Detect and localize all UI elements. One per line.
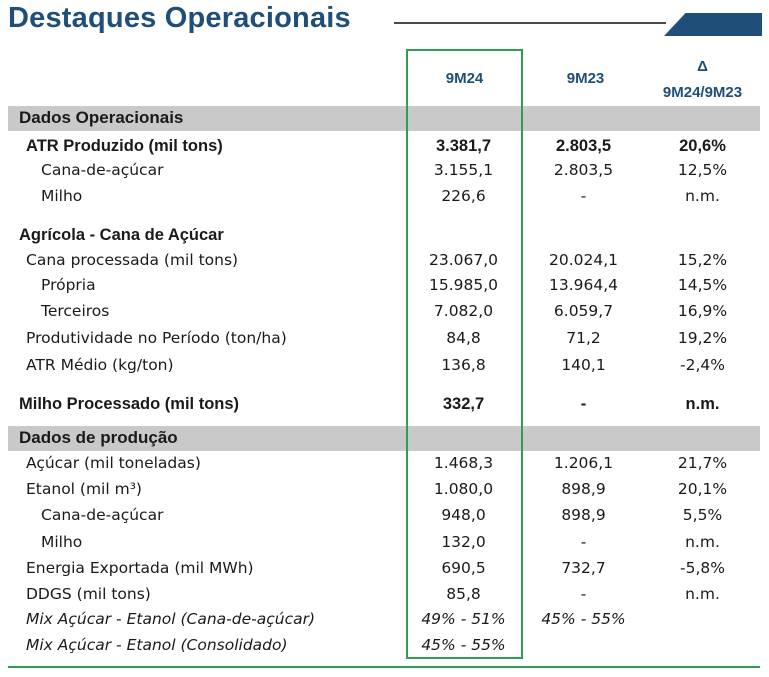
value-9m24: 136,8 [441,356,486,374]
value-9m23: - [580,533,587,551]
table-row: Milho Processado (mil tons) 332,7 - n.m. [8,393,760,417]
value-9m23: 898,9 [561,480,606,498]
value-9m24: 84,8 [446,329,481,347]
table-row: Mix Açúcar - Etanol (Cana-de-açúcar) 49%… [8,608,760,632]
value-delta: 16,9% [677,302,728,320]
table-row: Energia Exportada (mil MWh) 690,5 732,7 … [8,557,760,581]
row-label: Mix Açúcar - Etanol (Cana-de-açúcar) [26,610,316,628]
value-delta: 12,5% [677,161,728,179]
title-accent-tab [664,13,762,36]
value-delta: 5,5% [682,506,723,524]
value-9m24: 49% - 51% [421,610,506,628]
highlight-column-9m24 [406,49,523,659]
row-label: Terceiros [41,302,110,320]
column-header-9m24: 9M24 [445,70,484,87]
value-9m24: 1.080,0 [433,480,494,498]
row-label: Etanol (mil m³) [26,480,142,498]
value-9m23: 140,1 [561,356,606,374]
value-delta: n.m. [685,395,720,413]
row-label: Milho [41,533,83,551]
value-9m23: 45% - 55% [541,610,626,628]
value-9m24: 7.082,0 [433,302,494,320]
row-label: Cana processada (mil tons) [26,251,239,269]
row-label: Açúcar (mil toneladas) [26,454,201,472]
table-row: Mix Açúcar - Etanol (Consolidado) 45% - … [8,634,760,658]
value-delta: n.m. [685,187,720,205]
value-delta: -5,8% [680,559,725,577]
row-label: ATR Médio (kg/ton) [26,356,174,374]
value-9m24: 332,7 [442,395,485,413]
table-row: Cana-de-açúcar 948,0 898,9 5,5% [8,504,760,528]
table-row: Cana-de-açúcar 3.155,1 2.803,5 12,5% [8,159,760,183]
bottom-divider [8,666,760,668]
row-label: Cana-de-açúcar [41,506,164,524]
value-9m24: 690,5 [441,559,486,577]
value-9m23: 1.206,1 [553,454,614,472]
table-row: Produtividade no Período (ton/ha) 84,8 7… [8,327,760,351]
value-delta: 20,6% [679,137,726,155]
section-title: Dados de produção [19,428,178,447]
column-header-9m23: 9M23 [566,70,605,87]
table-row: ATR Médio (kg/ton) 136,8 140,1 -2,4% [8,354,760,378]
value-delta: 19,2% [677,329,728,347]
table-row: DDGS (mil tons) 85,8 - n.m. [8,583,760,607]
table-row: Agrícola - Cana de Açúcar [8,224,760,248]
page-title: Destaques Operacionais [8,2,351,34]
row-label: DDGS (mil tons) [26,585,151,603]
value-delta: 20,1% [677,480,728,498]
column-header-delta-label: 9M24/9M23 [662,84,743,101]
row-label: Própria [41,276,96,294]
section-title: Dados Operacionais [19,108,184,127]
value-9m24: 85,8 [446,585,481,603]
table-row: Açúcar (mil toneladas) 1.468,3 1.206,1 2… [8,452,760,476]
section-dados-producao: Dados de produção [8,426,760,451]
value-delta: 21,7% [677,454,728,472]
value-9m24: 15.985,0 [428,276,499,294]
value-9m23: 898,9 [561,506,606,524]
value-9m24: 3.381,7 [435,137,492,155]
value-9m23: 2.803,5 [555,137,612,155]
row-label: Energia Exportada (mil MWh) [26,559,254,577]
row-label: Agrícola - Cana de Açúcar [19,226,224,244]
title-divider [394,22,666,24]
value-9m23: - [580,187,587,205]
value-9m24: 226,6 [441,187,486,205]
row-label: Mix Açúcar - Etanol (Consolidado) [26,636,288,654]
value-9m23: 71,2 [566,329,601,347]
value-9m24: 3.155,1 [433,161,494,179]
value-9m24: 1.468,3 [433,454,494,472]
row-label: Milho Processado (mil tons) [19,395,240,413]
value-delta: 15,2% [677,251,728,269]
value-9m23: 13.964,4 [548,276,619,294]
table-row: Milho 226,6 - n.m. [8,185,760,209]
row-label: Cana-de-açúcar [41,161,164,179]
value-9m24: 948,0 [441,506,486,524]
section-dados-operacionais: Dados Operacionais [8,106,760,131]
value-delta: 14,5% [677,276,728,294]
table-row: Própria 15.985,0 13.964,4 14,5% [8,274,760,298]
value-9m24: 45% - 55% [421,636,506,654]
value-delta: n.m. [685,585,720,603]
value-delta: n.m. [685,533,720,551]
value-9m24: 23.067,0 [428,251,499,269]
table-row: Milho 132,0 - n.m. [8,531,760,555]
value-9m23: - [580,585,587,603]
table-row: Etanol (mil m³) 1.080,0 898,9 20,1% [8,478,760,502]
value-9m23: 6.059,7 [553,302,614,320]
row-label: ATR Produzido (mil tons) [26,137,223,155]
table-row: ATR Produzido (mil tons) 3.381,7 2.803,5… [8,135,760,159]
value-9m24: 132,0 [441,533,486,551]
value-delta: -2,4% [680,356,725,374]
value-9m23: 732,7 [561,559,606,577]
column-header-delta-symbol: Δ [697,58,708,75]
value-9m23: 20.024,1 [548,251,619,269]
row-label: Produtividade no Período (ton/ha) [26,329,287,347]
value-9m23: 2.803,5 [553,161,614,179]
row-label: Milho [41,187,83,205]
value-9m23: - [580,395,587,413]
table-row: Terceiros 7.082,0 6.059,7 16,9% [8,300,760,324]
table-row: Cana processada (mil tons) 23.067,0 20.0… [8,249,760,273]
